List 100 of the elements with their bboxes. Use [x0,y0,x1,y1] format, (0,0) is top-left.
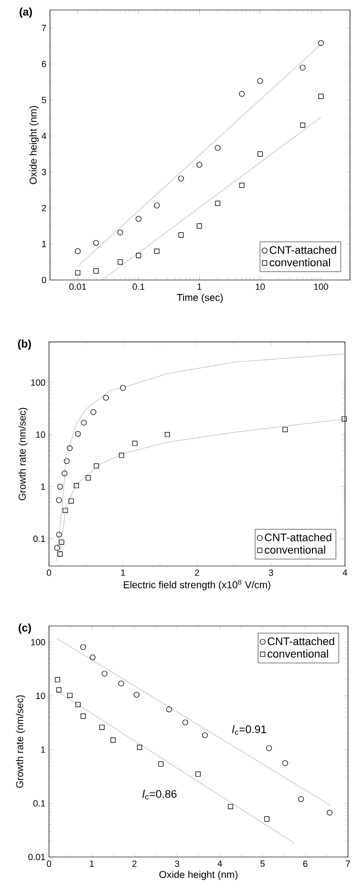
point [118,680,124,686]
y-axis-title: Growth rate (nm/sec) [18,408,28,500]
y-tick-label: 0.1 [33,536,46,542]
y-tick-label: 10 [36,431,46,438]
y-tick-label: 0.01 [28,854,46,860]
point [54,544,60,551]
chart-title: (c) [18,624,31,634]
x-tick-label: 4 [342,570,348,576]
point [56,687,62,693]
point [134,692,140,698]
point [67,692,73,698]
y-tick-label: 1 [41,484,46,490]
point [80,420,87,426]
point [342,416,347,422]
y-tick-label: 100 [31,379,46,386]
point [103,394,109,401]
point [264,816,270,822]
point [64,458,70,464]
point [62,508,68,514]
point [298,796,304,802]
point [75,702,81,708]
point [90,409,96,416]
x-axis-title: Electric field strength (x10$^{8}$ V/cm) [124,580,270,590]
y-tick-label: 1 [41,746,46,753]
legend-label: conventional [264,546,326,554]
x-tick-label: 10 [256,284,265,290]
point [68,498,74,504]
x-tick-label: 1 [121,570,126,576]
annotation: l$_{c}$=0.91 [232,725,266,735]
point [56,532,62,538]
point [80,714,86,719]
x-tick-label: 5 [260,860,265,867]
point [86,475,91,481]
x-tick-label: 2 [132,860,136,867]
y-tick-label: 4 [42,132,46,140]
x-tick-label: 7 [346,860,350,867]
y-tick-label: 10 [36,692,46,700]
point [120,384,126,391]
legend-label: conventional [268,650,328,658]
point [166,706,172,712]
point [228,804,234,810]
y-tick-label: 7 [42,24,46,32]
x-tick-label: 4 [218,860,222,867]
point [90,654,96,660]
point [62,470,68,476]
x-tick-label: 100 [314,284,328,290]
y-tick-label: 6 [42,60,46,68]
x-tick-label: 0 [46,860,52,867]
chart-title: (a) [20,8,32,18]
point [136,744,142,750]
point [74,431,81,437]
point [56,497,62,504]
point [58,540,64,545]
x-tick-label: 1 [198,284,202,290]
point [58,551,63,557]
legend-label: CNT-attached [268,637,334,646]
legend-label: conventional [270,258,330,266]
line-series [56,354,345,561]
point [282,760,288,766]
point [94,463,99,469]
chart-title: (b) [18,340,31,350]
point [57,484,63,490]
y-tick-label: 0.1 [33,800,46,806]
point [158,761,164,767]
point [66,445,73,452]
y-tick-label: 5 [42,96,46,104]
x-tick-label: 3 [174,860,180,867]
point [202,732,208,738]
point [282,426,288,432]
x-tick-label: 0.01 [69,284,86,290]
point [80,644,86,650]
x-tick-label: 3 [268,570,274,576]
legend-label: CNT-attached [270,246,336,254]
point [164,432,170,438]
x-tick-label: 0.1 [132,284,144,290]
point [266,745,272,752]
point [195,771,201,777]
x-tick-label: 2 [194,570,200,576]
y-axis-title: Oxide height (nm) [29,106,39,184]
y-tick-label: 0 [42,276,46,284]
y-tick-label: 3 [42,168,46,176]
point [54,677,60,682]
annotation: l$_{c}$=0.86 [142,790,176,800]
point [99,724,105,730]
point [102,670,108,676]
point [132,440,138,446]
y-tick-label: 1 [42,240,46,248]
x-tick-label: 6 [303,860,308,867]
point [110,738,116,743]
y-tick-label: 2 [42,204,46,212]
y-axis-title: Growth rate (nm/sec) [16,695,26,788]
x-tick-label: 1 [90,860,94,867]
point [326,810,333,816]
line-series [59,418,345,558]
x-tick-label: 0 [46,570,52,576]
legend-label: CNT-attached [264,533,332,542]
point [182,720,188,726]
point [74,482,79,488]
x-axis-title: Oxide height (nm) [159,870,238,880]
x-axis-title: Time (sec) [176,294,223,303]
